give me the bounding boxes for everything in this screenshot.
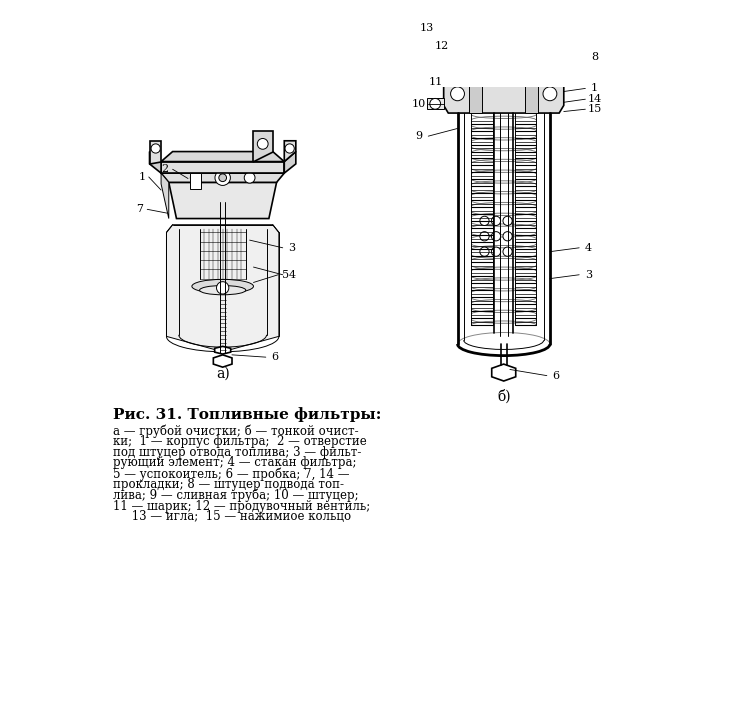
Text: 5 — успокоитель; 6 — пробка; 7, 14 —: 5 — успокоитель; 6 — пробка; 7, 14 — [112, 467, 349, 481]
Circle shape [503, 232, 512, 241]
Polygon shape [161, 173, 284, 182]
Polygon shape [431, 46, 444, 71]
Polygon shape [149, 140, 161, 164]
Circle shape [480, 216, 489, 225]
Circle shape [151, 144, 160, 153]
Polygon shape [444, 46, 564, 57]
Polygon shape [444, 35, 564, 46]
Text: 15: 15 [587, 104, 602, 114]
Circle shape [432, 35, 443, 46]
Polygon shape [166, 224, 279, 352]
Polygon shape [444, 57, 564, 71]
Circle shape [480, 247, 489, 256]
Text: ки;  1 — корпус фильтра;  2 — отверстие: ки; 1 — корпус фильтра; 2 — отверстие [112, 435, 366, 448]
Text: под штуцер отвода топлива; 3 — фильт-: под штуцер отвода топлива; 3 — фильт- [112, 446, 361, 459]
Polygon shape [161, 151, 284, 161]
Circle shape [537, 18, 549, 30]
Polygon shape [214, 346, 231, 354]
Text: 7: 7 [136, 204, 143, 214]
Text: 14: 14 [587, 94, 602, 104]
Text: 6: 6 [272, 352, 278, 362]
Circle shape [491, 247, 501, 256]
Text: 11 — шарик; 12 — продувочный вентиль;: 11 — шарик; 12 — продувочный вентиль; [112, 500, 370, 513]
Text: 5: 5 [282, 270, 290, 279]
Text: 13 — игла;  15 — нажимиое кольцо: 13 — игла; 15 — нажимиое кольцо [112, 510, 351, 523]
Text: 3: 3 [289, 243, 296, 253]
Text: 12: 12 [435, 41, 449, 51]
Polygon shape [284, 140, 296, 161]
Circle shape [215, 170, 230, 185]
Bar [190, 173, 201, 188]
Ellipse shape [200, 285, 246, 295]
Text: 1: 1 [591, 83, 598, 93]
Circle shape [430, 98, 440, 109]
Text: Рис. 31. Топливные фильтры:: Рис. 31. Топливные фильтры: [112, 407, 381, 422]
Circle shape [503, 247, 512, 256]
Polygon shape [431, 35, 444, 57]
Polygon shape [525, 75, 538, 113]
Text: а): а) [216, 366, 229, 380]
Circle shape [491, 216, 501, 225]
Polygon shape [149, 151, 161, 173]
Polygon shape [564, 35, 576, 57]
Text: 4: 4 [585, 243, 592, 253]
Polygon shape [564, 46, 576, 71]
Circle shape [480, 232, 489, 241]
Text: 11: 11 [429, 77, 443, 88]
Ellipse shape [192, 279, 254, 293]
Text: 8: 8 [591, 52, 598, 62]
Polygon shape [213, 355, 232, 367]
Circle shape [451, 87, 464, 101]
Circle shape [565, 35, 575, 46]
Circle shape [503, 216, 512, 225]
Circle shape [491, 232, 501, 241]
Circle shape [257, 138, 268, 149]
Polygon shape [535, 7, 551, 46]
Text: лива; 9 — сливная труба; 10 — штуцер;: лива; 9 — сливная труба; 10 — штуцер; [112, 489, 358, 502]
Polygon shape [169, 182, 277, 219]
Text: 9: 9 [416, 131, 422, 141]
Circle shape [543, 87, 556, 101]
Text: 13: 13 [419, 23, 434, 33]
Text: 6: 6 [553, 371, 560, 381]
Text: а — грубой очистки; б — тонкой очист-: а — грубой очистки; б — тонкой очист- [112, 424, 358, 437]
Text: 2: 2 [161, 164, 169, 174]
Polygon shape [444, 71, 564, 113]
Polygon shape [161, 173, 169, 219]
Polygon shape [254, 131, 273, 161]
Text: прокладки; 8 — штуцер подвода топ-: прокладки; 8 — штуцер подвода топ- [112, 478, 344, 491]
Text: 4: 4 [289, 270, 296, 279]
Bar [494, 51, 513, 75]
Circle shape [244, 172, 255, 183]
Bar [427, 98, 444, 109]
Circle shape [217, 282, 229, 294]
Polygon shape [492, 364, 516, 381]
Text: 1: 1 [138, 172, 146, 182]
Text: рующий элемент; 4 — стакан фильтра;: рующий элемент; 4 — стакан фильтра; [112, 456, 356, 469]
Text: 3: 3 [585, 270, 592, 279]
Circle shape [285, 144, 294, 153]
Circle shape [190, 172, 201, 183]
Text: б): б) [497, 390, 511, 403]
Polygon shape [161, 161, 284, 173]
Polygon shape [284, 151, 296, 173]
Text: 10: 10 [412, 98, 426, 109]
Polygon shape [469, 75, 482, 113]
Circle shape [219, 174, 226, 182]
